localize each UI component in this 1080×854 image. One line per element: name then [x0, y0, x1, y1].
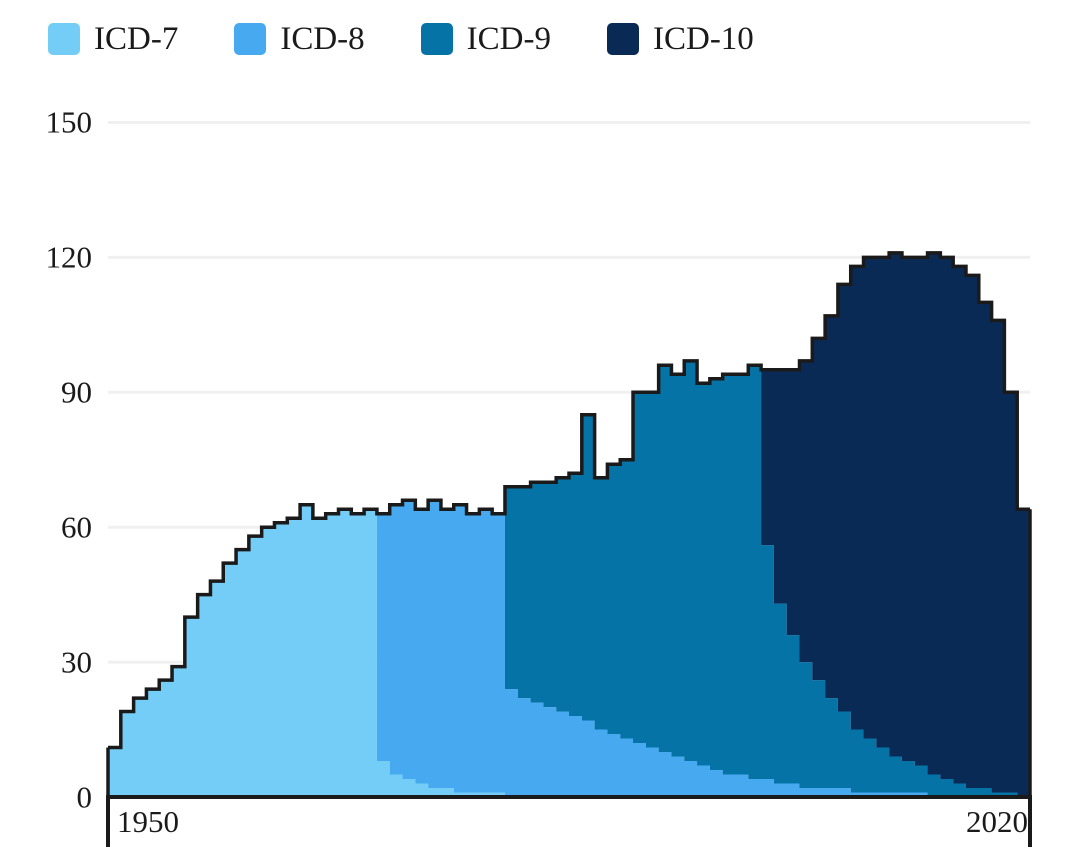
chart-legend: ICD-7 ICD-8 ICD-9 ICD-10 — [48, 18, 810, 60]
area-series-icd-10[interactable] — [108, 252, 1030, 797]
x-axis-tick-label-end: 2020 — [966, 804, 1028, 839]
area-series-icd-9[interactable] — [108, 360, 1030, 797]
legend-swatch-icd-8 — [234, 23, 267, 55]
legend-label-icd-9: ICD-9 — [466, 20, 551, 57]
legend-label-icd-8: ICD-8 — [280, 20, 365, 57]
stack-total-outline — [108, 251, 1030, 750]
x-axis-tick-label-start: 1950 — [117, 804, 179, 839]
area-series-icd-8[interactable] — [108, 500, 1030, 797]
area-series-icd-7[interactable] — [108, 504, 1030, 797]
legend-swatch-icd-7 — [48, 23, 80, 55]
legend-item-icd-10[interactable]: ICD-10 — [606, 20, 754, 57]
y-axis-tick-label: 30 — [61, 644, 92, 680]
legend-swatch-icd-9 — [420, 23, 453, 55]
legend-item-icd-7[interactable]: ICD-7 — [48, 20, 179, 57]
y-axis-tick-label: 60 — [61, 509, 92, 545]
legend-swatch-icd-10 — [606, 23, 639, 55]
y-axis-tick-label: 0 — [76, 779, 93, 815]
y-axis-tick-label: 90 — [61, 374, 92, 410]
y-axis-tick-labels: 0 30 60 90 120 150 — [0, 0, 93, 854]
legend-item-icd-9[interactable]: ICD-9 — [420, 20, 551, 57]
y-axis-tick-label: 150 — [45, 104, 93, 140]
legend-label-icd-10: ICD-10 — [652, 20, 754, 57]
y-axis-tick-label: 120 — [45, 239, 93, 275]
legend-item-icd-8[interactable]: ICD-8 — [234, 20, 365, 57]
legend-label-icd-7: ICD-7 — [94, 20, 179, 57]
